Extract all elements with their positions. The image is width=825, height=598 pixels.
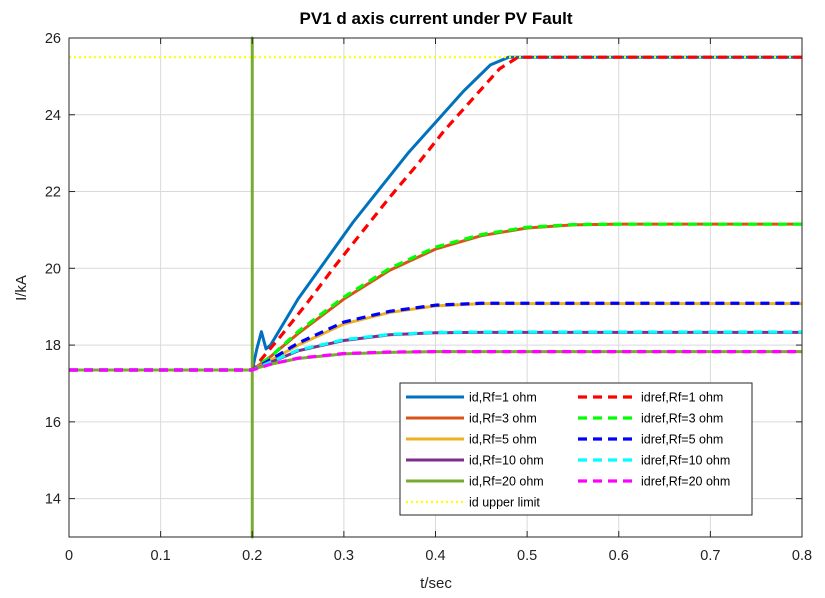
x-tick-label: 0.5: [517, 548, 537, 564]
x-tick-label: 0.3: [334, 548, 354, 564]
y-tick-label: 26: [45, 31, 61, 47]
x-tick-label: 0.7: [700, 548, 720, 564]
x-tick-label: 0.2: [242, 548, 262, 564]
y-tick-label: 18: [45, 338, 61, 354]
series-line-idref-rf-1-ohm: [69, 55, 802, 372]
y-tick-label: 16: [45, 415, 61, 431]
legend-label: id,Rf=10 ohm: [469, 454, 544, 468]
legend-label: idref,Rf=10 ohm: [641, 454, 730, 468]
legend-label: idref,Rf=1 ohm: [641, 391, 723, 405]
x-tick-label: 0.4: [425, 548, 445, 564]
legend-label: id,Rf=1 ohm: [469, 391, 537, 405]
legend-label: id upper limit: [469, 496, 540, 510]
x-axis-label: t/sec: [420, 575, 452, 592]
ticks: 0 0.1 0.2 0.3 0.4 0.5 0.6 0.7 0.8 14 16 18 20 22 24 26: [45, 31, 812, 564]
chart-title: PV1 d axis current under PV Fault: [299, 9, 572, 28]
legend-label: idref,Rf=3 ohm: [641, 412, 723, 426]
x-tick-label: 0: [65, 548, 73, 564]
legend-box: [399, 382, 753, 516]
series-line-idref-rf-3-ohm: [69, 222, 802, 372]
legend-label: id,Rf=5 ohm: [469, 433, 537, 447]
y-axis-label: I/kA: [13, 275, 30, 301]
series-layer: [69, 36, 802, 539]
y-tick-label: 22: [45, 185, 61, 201]
x-tick-label: 0.8: [792, 548, 812, 564]
y-tick-label: 24: [45, 108, 61, 124]
x-tick-label: 0.6: [609, 548, 629, 564]
series-line-id-rf-1-ohm: [69, 55, 802, 372]
legend-label: id,Rf=20 ohm: [469, 475, 544, 489]
y-tick-label: 20: [45, 261, 61, 277]
legend-label: id,Rf=3 ohm: [469, 412, 537, 426]
legend-label: idref,Rf=5 ohm: [641, 433, 723, 447]
y-tick-label: 14: [45, 492, 61, 508]
legend: id,Rf=1 ohm id,Rf=3 ohm id,Rf=5 ohm id,Rf=1…: [399, 382, 753, 516]
x-tick-label: 0.1: [151, 548, 171, 564]
legend-label: idref,Rf=20 ohm: [641, 475, 730, 489]
series-line-idref-rf-20-ohm: [69, 350, 802, 372]
